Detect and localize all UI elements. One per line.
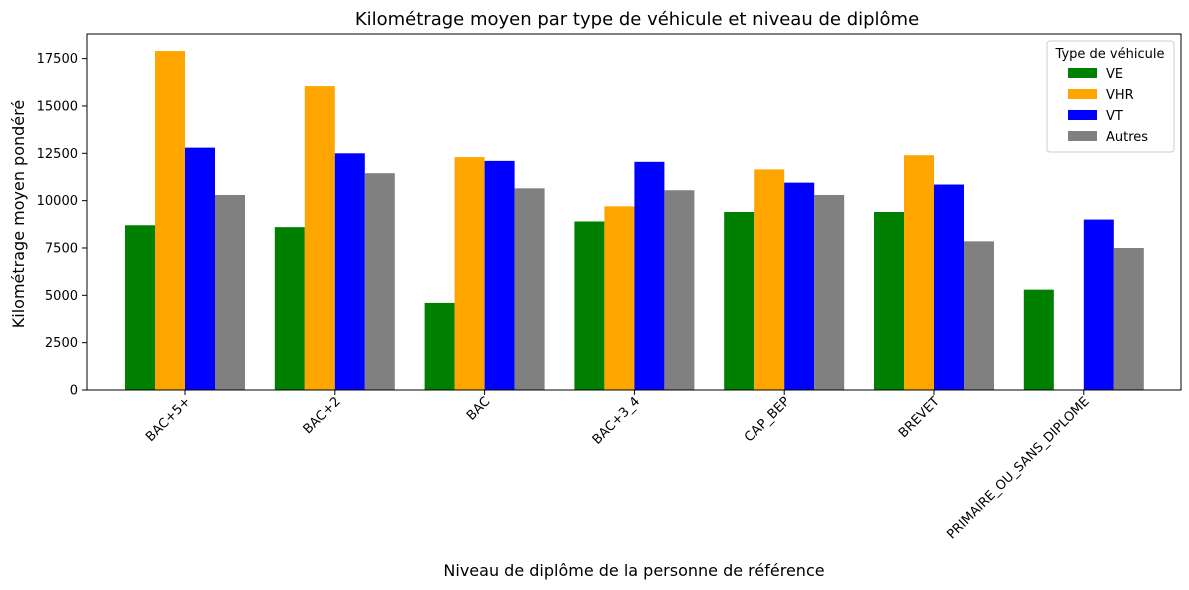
y-tick-label: 2500 bbox=[45, 336, 78, 351]
legend: Type de véhicule VE VHR VT Autres bbox=[1046, 40, 1175, 153]
y-tick-label: 17500 bbox=[37, 52, 78, 67]
bar-autres-0 bbox=[215, 194, 245, 390]
bar-ve-5 bbox=[874, 212, 904, 390]
bar-vhr-0 bbox=[155, 51, 185, 391]
x-tick-label: BREVET bbox=[896, 394, 943, 441]
legend-title: Type de véhicule bbox=[1055, 47, 1165, 62]
bar-vt-2 bbox=[484, 160, 515, 390]
legend-label-vhr: VHR bbox=[1106, 88, 1134, 103]
legend-label-autres: Autres bbox=[1106, 130, 1148, 145]
y-tick-label: 7500 bbox=[45, 241, 78, 256]
bar-ve-2 bbox=[424, 302, 455, 390]
y-tick-label: 12500 bbox=[37, 147, 78, 162]
y-axis-label: Kilométrage moyen pondéré bbox=[9, 100, 28, 328]
bar-vhr-2 bbox=[454, 157, 485, 390]
bar-vhr-1 bbox=[304, 86, 335, 391]
x-axis: BAC+5+ BAC+2 BAC BAC+3_4 CAP_BEP BREVET PRIMAI… bbox=[143, 390, 1093, 542]
bar-ve-4 bbox=[724, 212, 755, 390]
y-axis: 0 2500 5000 7500 10000 12500 15000 17500 bbox=[37, 52, 87, 399]
chart-title: Kilométrage moyen par type de véhicule e… bbox=[355, 9, 919, 30]
bars-group bbox=[125, 51, 1144, 391]
bar-vhr-4 bbox=[754, 169, 785, 390]
x-tick-label: BAC+3_4 bbox=[590, 394, 643, 447]
legend-swatch-ve bbox=[1068, 68, 1097, 78]
bar-ve-6 bbox=[1023, 289, 1054, 390]
y-tick-label: 0 bbox=[70, 384, 78, 399]
bar-vt-3 bbox=[634, 161, 665, 390]
bar-vt-0 bbox=[185, 147, 215, 390]
bar-ve-0 bbox=[125, 225, 155, 390]
x-tick-label: BAC+2 bbox=[301, 394, 344, 437]
bar-vhr-3 bbox=[604, 206, 635, 390]
legend-label-vt: VT bbox=[1106, 109, 1123, 124]
bar-ve-1 bbox=[274, 227, 305, 390]
bar-autres-1 bbox=[364, 173, 395, 390]
legend-label-ve: VE bbox=[1106, 67, 1123, 82]
bar-autres-3 bbox=[664, 190, 695, 390]
legend-swatch-autres bbox=[1068, 131, 1097, 141]
bar-autres-6 bbox=[1113, 247, 1144, 390]
x-tick-label: CAP_BEP bbox=[742, 394, 793, 445]
bar-autres-5 bbox=[964, 241, 994, 390]
x-tick-label: BAC+5+ bbox=[143, 394, 194, 445]
legend-swatch-vt bbox=[1068, 110, 1097, 120]
y-tick-label: 10000 bbox=[37, 194, 78, 209]
bar-vhr-5 bbox=[904, 155, 934, 390]
bar-vt-4 bbox=[784, 182, 815, 390]
y-tick-label: 5000 bbox=[45, 289, 78, 304]
y-tick-label: 15000 bbox=[37, 99, 78, 114]
legend-swatch-vhr bbox=[1068, 89, 1097, 99]
bar-autres-4 bbox=[814, 194, 845, 390]
x-tick-label: BAC bbox=[464, 394, 493, 423]
bar-ve-3 bbox=[574, 221, 605, 390]
x-axis-label: Niveau de diplôme de la personne de réfé… bbox=[443, 561, 824, 580]
x-tick-label: PRIMAIRE_OU_SANS_DIPLOME bbox=[944, 394, 1092, 542]
plot-frame bbox=[86, 33, 1182, 391]
bar-vt-1 bbox=[334, 153, 365, 390]
bar-autres-2 bbox=[514, 188, 545, 390]
bar-vt-6 bbox=[1083, 219, 1114, 390]
bar-vt-5 bbox=[934, 184, 964, 390]
